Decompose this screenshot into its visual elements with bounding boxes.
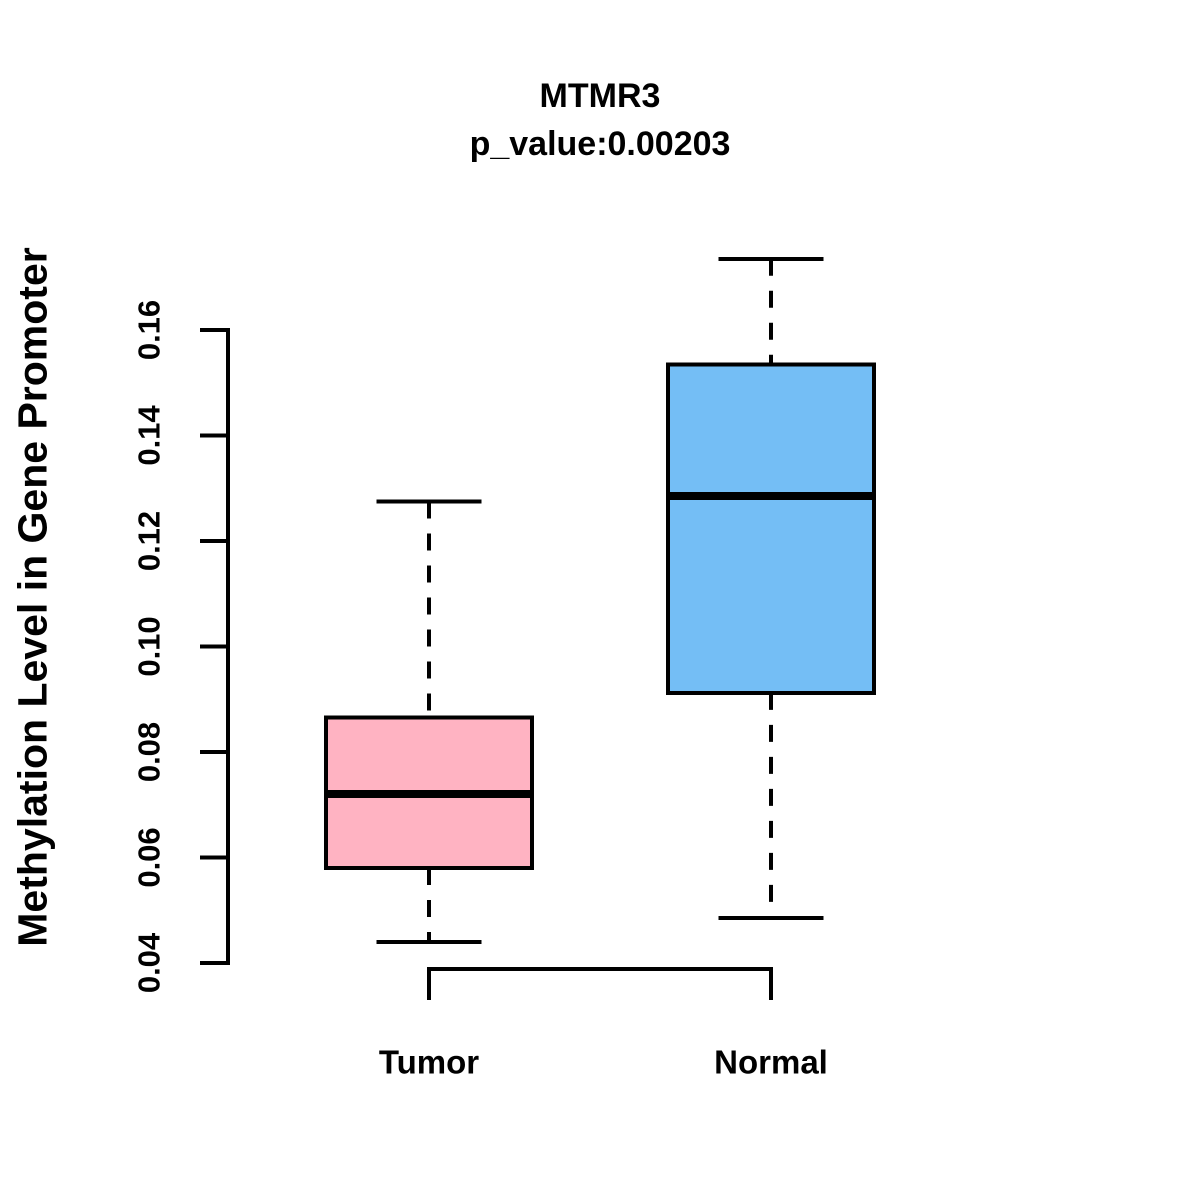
y-tick-label: 0.14 bbox=[132, 405, 167, 466]
box-tumor bbox=[324, 499, 534, 944]
y-tick-label: 0.10 bbox=[132, 616, 167, 676]
y-tick-label: 0.06 bbox=[132, 827, 167, 887]
y-tick-label: 0.12 bbox=[132, 511, 167, 571]
y-tick-label: 0.04 bbox=[132, 932, 167, 993]
iqr-box bbox=[666, 362, 876, 695]
chart-header: MTMR3 p_value:0.00203 bbox=[228, 72, 972, 168]
x-category-label-tumor: Tumor bbox=[379, 1044, 479, 1081]
x-category-label-normal: Normal bbox=[714, 1044, 828, 1081]
y-tick-label: 0.08 bbox=[132, 722, 167, 782]
y-tick-label: 0.16 bbox=[132, 300, 167, 360]
box-normal bbox=[666, 256, 876, 921]
chart-title: MTMR3 bbox=[539, 77, 661, 115]
p-value-subtitle: p_value:0.00203 bbox=[469, 125, 731, 163]
